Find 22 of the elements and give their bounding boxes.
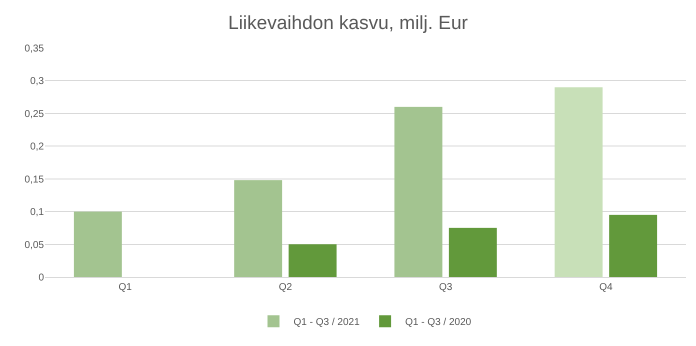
bar	[74, 212, 122, 277]
x-tick-label: Q3	[438, 282, 453, 293]
legend-label: Q1 - Q3 / 2021	[294, 317, 360, 328]
chart-title: Liikevaihdon kasvu, milj. Eur	[228, 12, 469, 34]
bar	[448, 228, 497, 277]
y-tick-label: 0,15	[24, 174, 44, 186]
x-tick-label: Q4	[599, 282, 613, 293]
y-tick-label: 0	[38, 272, 44, 284]
y-tick-label: 0,2	[30, 142, 44, 153]
y-tick-label: 0,25	[24, 108, 44, 120]
y-tick-label: 0,3	[30, 76, 44, 88]
bar	[288, 244, 337, 277]
y-tick-label: 0,35	[24, 44, 44, 54]
bar	[609, 214, 658, 277]
legend-label: Q1 - Q3 / 2020	[405, 317, 472, 328]
y-tick-label: 0,05	[24, 240, 44, 251]
bar	[394, 106, 442, 277]
x-tick-label: Q2	[278, 282, 292, 293]
bar	[234, 180, 282, 277]
x-tick-label: Q1	[118, 282, 132, 293]
bar	[554, 87, 603, 277]
y-tick-label: 0,1	[30, 207, 44, 218]
